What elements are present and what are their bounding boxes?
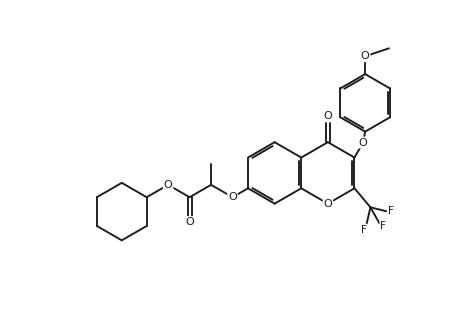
Text: F: F — [388, 206, 394, 216]
Text: O: O — [323, 199, 332, 209]
Text: O: O — [228, 192, 237, 202]
Text: O: O — [164, 180, 172, 190]
Text: F: F — [380, 221, 386, 231]
Text: O: O — [323, 112, 332, 121]
Text: F: F — [361, 225, 367, 235]
Text: O: O — [185, 217, 194, 227]
Text: O: O — [361, 51, 370, 61]
Text: O: O — [359, 137, 368, 148]
